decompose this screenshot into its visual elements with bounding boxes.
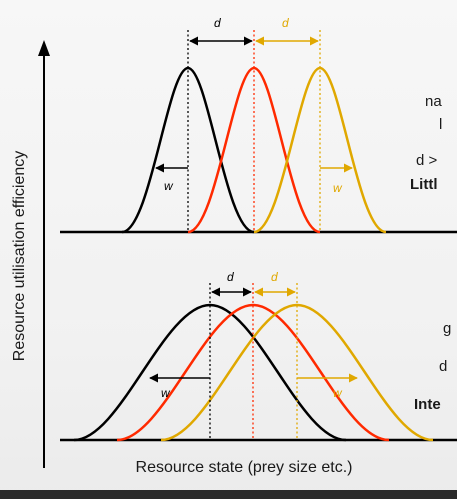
top-w-label-1: w: [164, 179, 174, 193]
top-annotation-little: Littl: [410, 176, 438, 193]
y-axis-label: Resource utilisation efficiency: [11, 151, 28, 361]
bottom-d-label-1: d: [227, 270, 234, 284]
bottom-annotation-1: g: [443, 320, 451, 337]
top-annotation-1: na: [425, 93, 442, 110]
top-d-label-2: d: [282, 16, 289, 30]
top-d-label-1: d: [214, 16, 221, 30]
slide-bottom-bar: [0, 490, 457, 499]
bottom-annotation-intense: Inte: [414, 396, 441, 413]
top-w-label-2: w: [333, 181, 343, 195]
bottom-d-label-2: d: [271, 270, 278, 284]
y-axis-arrowhead-icon: [38, 40, 50, 56]
x-axis-label: Resource state (prey size etc.): [136, 459, 353, 476]
bottom-curve-species-3: [160, 303, 434, 442]
bottom-w-label-2: w: [333, 386, 343, 400]
top-annotation-3: d >: [416, 152, 438, 169]
top-annotation-2: l: [439, 116, 442, 133]
bottom-curve-species-2: [116, 303, 390, 442]
bottom-annotation-2: d: [439, 358, 447, 375]
bottom-w-label-1: w: [161, 386, 171, 400]
bottom-curve-species-1: [73, 303, 347, 442]
